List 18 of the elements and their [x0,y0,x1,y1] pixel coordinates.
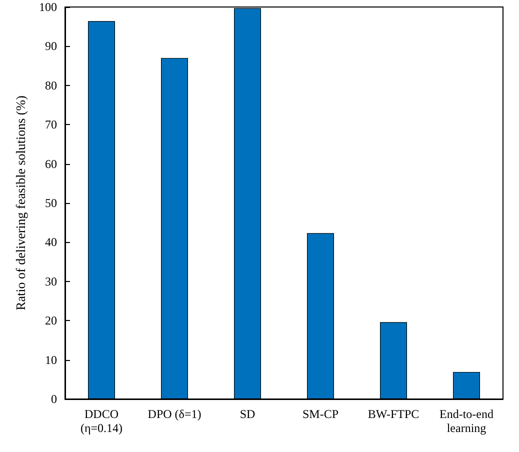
x-tick-label: DPO (δ=1) [148,407,202,421]
x-tick-label: End-to-end learning [440,407,494,435]
x-tick-label: SD [240,407,256,421]
y-tick-label: 10 [45,352,57,367]
y-tick-label: 40 [45,235,57,250]
y-tick-label: 90 [45,39,57,54]
y-tick-label: 60 [45,156,57,171]
y-tick-label: 0 [51,392,57,406]
x-tick-label: SM-CP [302,407,339,421]
y-tick-label: 70 [45,118,57,132]
y-tick-label: 100 [39,0,57,14]
x-tick-label: DDCO (η=0.14) [80,407,123,435]
y-axis-title: Ratio of delivering feasible solutions (%) [13,96,28,310]
y-tick-label: 50 [45,196,57,210]
y-tick-label: 20 [45,314,57,328]
y-tick-label: 80 [45,78,57,92]
y-tick-label: 30 [45,274,57,288]
x-tick-label: BW-FTPC [368,407,420,421]
